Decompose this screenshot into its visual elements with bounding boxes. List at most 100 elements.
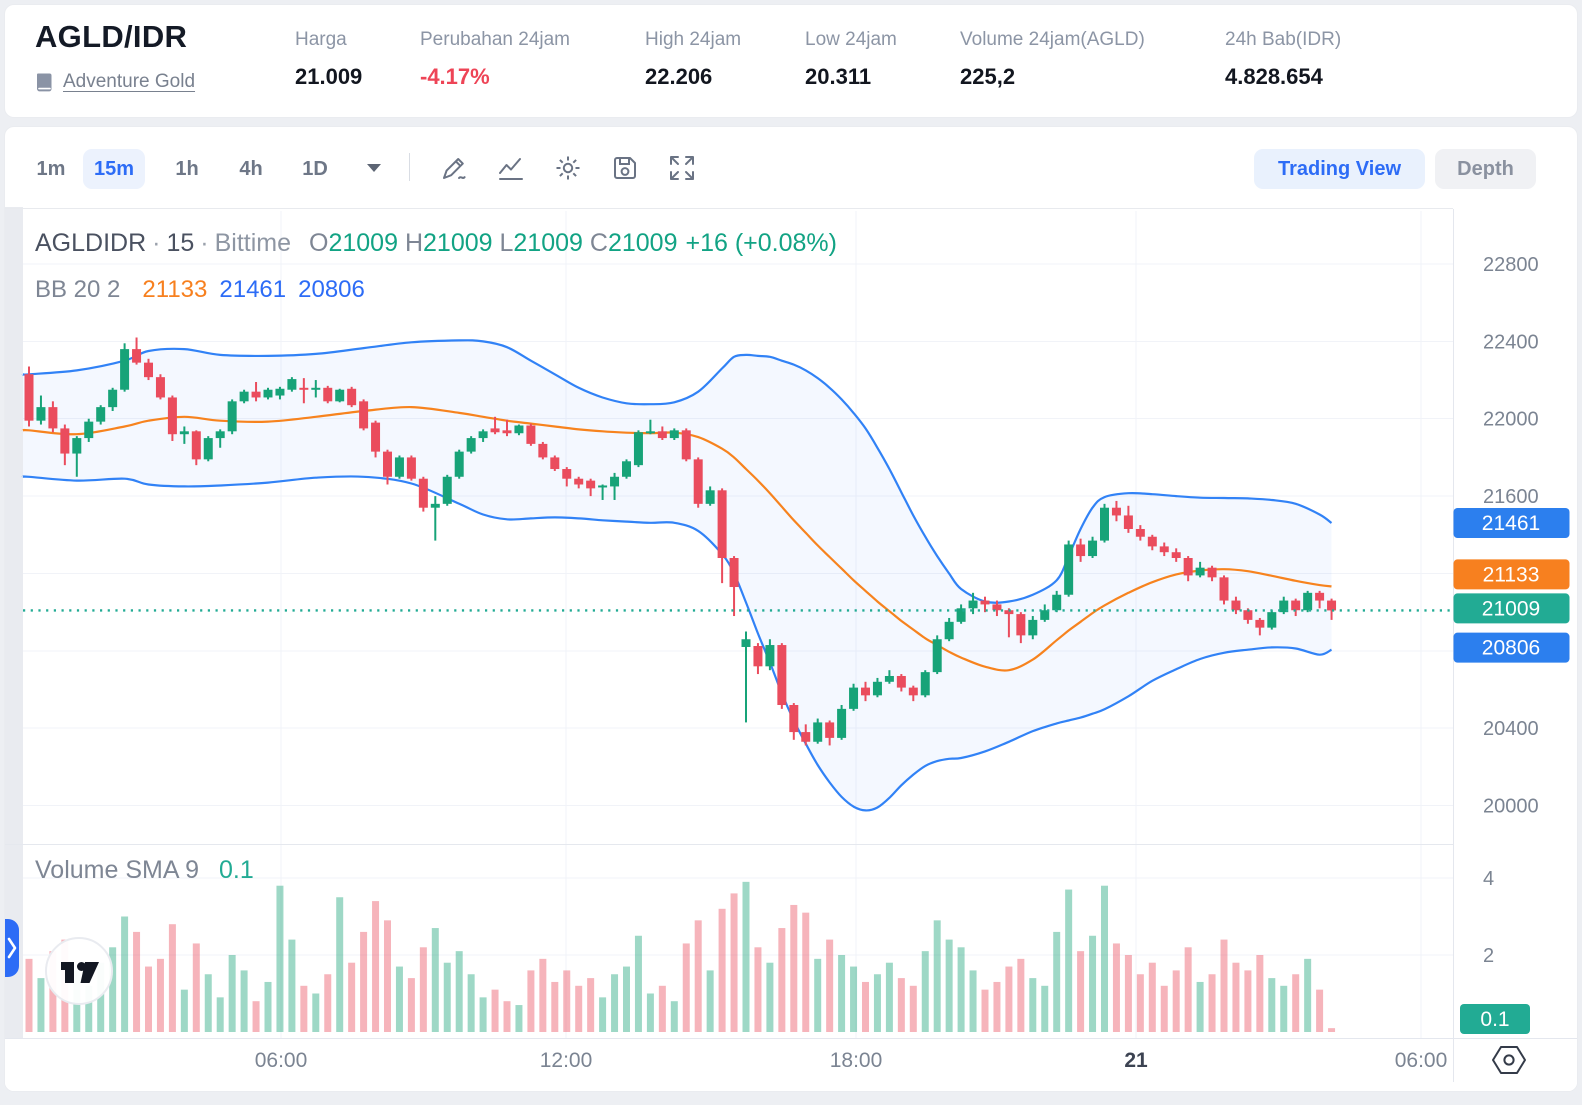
volume-bar — [85, 985, 93, 1032]
candle — [263, 389, 273, 398]
timeframe-15m[interactable]: 15m — [83, 149, 145, 189]
collapsed-panel-strip — [5, 207, 23, 1082]
timeframe-4h[interactable]: 4h — [239, 158, 263, 180]
volume-bar — [1112, 943, 1120, 1032]
price-tick-label: 20000 — [1483, 796, 1539, 818]
candle — [394, 457, 404, 477]
candle — [1315, 592, 1325, 601]
candle — [849, 687, 859, 709]
gear-icon[interactable] — [553, 153, 583, 183]
timeframe-1d[interactable]: 1D — [302, 158, 328, 180]
tradingview-logo-icon — [61, 962, 74, 983]
price-tick-label: 21600 — [1483, 486, 1539, 508]
time-axis[interactable] — [5, 1038, 1578, 1092]
volume-bar — [1280, 985, 1288, 1032]
volume-bar — [563, 970, 571, 1032]
stat-change-24h: Perubahan 24jam -4.17% — [420, 29, 570, 89]
price-badge-label: 20806 — [1482, 637, 1540, 660]
volume-bar — [1292, 974, 1300, 1032]
candle — [1147, 536, 1157, 547]
axis-settings-icon-dot — [1503, 1054, 1515, 1066]
volume-bar — [1316, 989, 1324, 1032]
volume-bar — [826, 939, 834, 1032]
volume-bar — [109, 947, 117, 1032]
volume-bar — [682, 943, 690, 1032]
token-name-link[interactable]: Adventure Gold — [63, 71, 196, 92]
line-chart-icon[interactable] — [496, 153, 526, 183]
volume-bar — [909, 985, 917, 1032]
volume-bar — [718, 908, 726, 1032]
market-header: AGLD/IDR Adventure Gold Harga 21.009 Per… — [4, 4, 1578, 118]
volume-bar — [766, 962, 774, 1032]
price-tick-label: 22400 — [1483, 331, 1539, 353]
price-chart[interactable]: 22800 22400 21600 22000 20400 20000 4 2 06:00 12:… — [5, 207, 1578, 1092]
volume-bar — [658, 985, 666, 1032]
candle — [562, 469, 572, 479]
volume-bar — [407, 978, 415, 1032]
volume-bar — [145, 966, 152, 1032]
expand-sidebar-tab[interactable] — [5, 919, 19, 977]
chevron-down-icon[interactable] — [365, 161, 383, 175]
candle — [144, 362, 153, 378]
time-tick-label: 06:00 — [255, 1049, 308, 1072]
candle — [610, 476, 620, 487]
axis-settings-icon[interactable] — [1492, 1046, 1526, 1074]
candle — [1028, 619, 1038, 636]
candle — [478, 431, 488, 439]
candle — [371, 422, 381, 452]
volume-bar — [1220, 939, 1228, 1032]
candle — [968, 600, 978, 609]
volume-bar — [1124, 955, 1132, 1032]
volume-bar — [706, 970, 714, 1032]
candle — [681, 430, 691, 460]
price-badge — [1453, 507, 1570, 538]
volume-bar — [611, 974, 619, 1032]
volume-bar — [204, 974, 212, 1032]
timeframe-1m[interactable]: 1m — [36, 158, 66, 180]
pencil-icon[interactable] — [439, 153, 469, 183]
candle — [538, 443, 548, 458]
volume-bar — [168, 924, 176, 1032]
candle — [1195, 567, 1205, 576]
candle — [359, 401, 369, 429]
depth-button[interactable]: Depth — [1435, 149, 1536, 189]
volume-bar — [1029, 978, 1037, 1032]
save-icon[interactable] — [610, 153, 640, 183]
candle — [932, 639, 942, 673]
stat-low-24h: Low 24jam 20.311 — [805, 29, 897, 89]
candle — [514, 425, 524, 434]
candle — [120, 349, 130, 390]
bollinger-mid-line — [21, 405, 1332, 672]
volume-bar — [1041, 985, 1049, 1032]
price-badge — [1453, 559, 1570, 590]
time-tick-label: 18:00 — [830, 1049, 883, 1072]
volume-bar — [384, 920, 391, 1032]
candle — [275, 388, 285, 396]
candle — [872, 681, 882, 696]
time-tick-label: 12:00 — [540, 1049, 593, 1072]
volume-bar — [1304, 958, 1312, 1032]
candle — [311, 387, 321, 390]
volume-bar — [395, 966, 403, 1032]
candle — [1088, 540, 1098, 557]
toolbar-divider — [409, 153, 410, 181]
candle — [442, 476, 452, 504]
bollinger-upper-line — [21, 339, 1333, 604]
trading-view-button[interactable]: Trading View — [1254, 149, 1425, 189]
volume-bar — [37, 978, 45, 1032]
volume-bar — [933, 920, 941, 1032]
volume-bar — [1196, 981, 1204, 1032]
volume-bar — [862, 981, 869, 1032]
candle — [203, 438, 213, 460]
timeframe-1h[interactable]: 1h — [175, 158, 199, 180]
volume-bar — [742, 881, 750, 1032]
candle — [1004, 610, 1014, 615]
price-tick-label: 22000 — [1483, 409, 1539, 431]
candle — [801, 732, 811, 742]
stat-turnover-24h: 24h Bab(IDR) 4.828.654 — [1225, 29, 1342, 89]
candle — [323, 387, 333, 402]
volume-bar — [838, 955, 846, 1032]
candle — [383, 451, 392, 477]
fullscreen-icon[interactable] — [667, 153, 697, 183]
volume-bar — [802, 912, 810, 1032]
